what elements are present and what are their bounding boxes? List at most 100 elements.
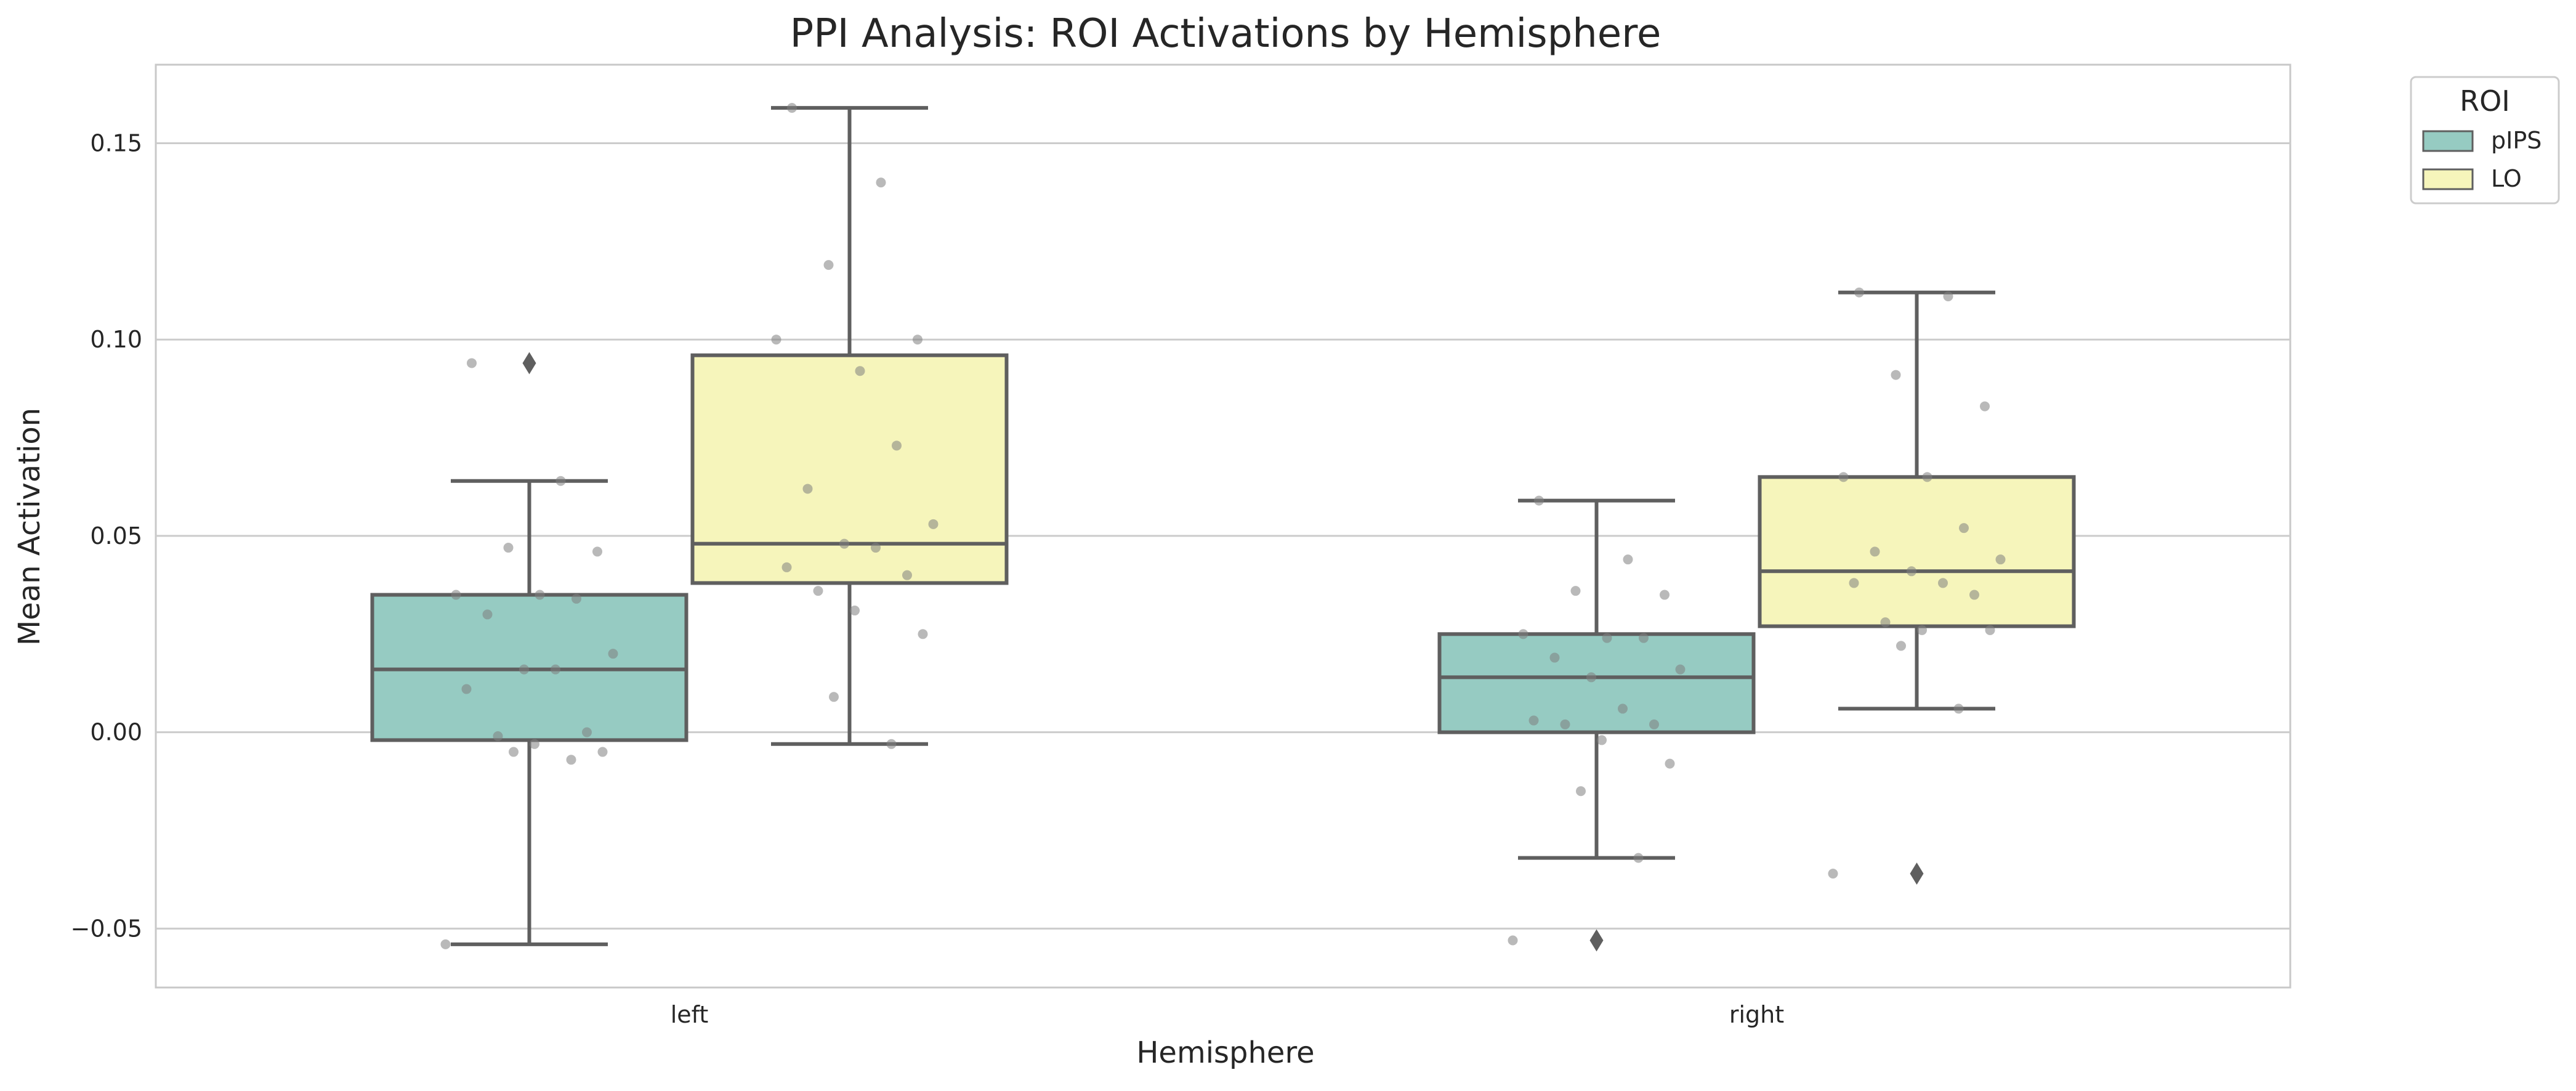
strip-point bbox=[902, 570, 912, 580]
legend-label-LO: LO bbox=[2491, 165, 2522, 192]
strip-point bbox=[886, 739, 897, 749]
strip-point bbox=[829, 692, 839, 702]
strip-point bbox=[1570, 586, 1581, 596]
strip-point bbox=[1633, 853, 1644, 863]
strip-point bbox=[1896, 641, 1906, 651]
strip-point bbox=[1880, 617, 1891, 628]
legend-items: pIPS LO bbox=[2422, 127, 2542, 192]
strip-point bbox=[1969, 590, 1979, 600]
y-tick-label: 0.00 bbox=[90, 719, 142, 746]
strip-point bbox=[1849, 578, 1859, 588]
strip-point bbox=[892, 440, 902, 451]
strip-point bbox=[509, 747, 519, 757]
iqr-box bbox=[690, 353, 1009, 585]
strip-point bbox=[1508, 935, 1518, 946]
outlier-marker bbox=[1910, 862, 1924, 885]
y-tick-label: 0.10 bbox=[90, 326, 142, 353]
chart-title: PPI Analysis: ROI Activations by Hemisph… bbox=[790, 11, 1661, 57]
strip-point bbox=[928, 519, 939, 529]
strip-point bbox=[1891, 370, 1901, 380]
strip-point bbox=[1985, 625, 1995, 635]
strip-point bbox=[1854, 287, 1864, 298]
strip-point bbox=[813, 586, 823, 596]
strip-point bbox=[787, 103, 797, 113]
outlier-marker bbox=[1589, 929, 1604, 952]
strip-point bbox=[482, 609, 493, 620]
x-axis-label: Hemisphere bbox=[1136, 1036, 1314, 1070]
strip-point bbox=[467, 358, 477, 368]
strip-point bbox=[1639, 633, 1649, 643]
strip-point bbox=[1660, 590, 1670, 600]
strip-point bbox=[535, 590, 545, 600]
strip-point bbox=[823, 260, 834, 270]
x-tick-label: right bbox=[1729, 1001, 1784, 1028]
strip-point bbox=[1518, 629, 1528, 639]
strip-point bbox=[582, 727, 592, 737]
strip-point bbox=[493, 731, 503, 742]
y-tick-label: −0.05 bbox=[71, 915, 142, 942]
strip-point bbox=[771, 335, 781, 345]
strip-point bbox=[530, 739, 539, 749]
strip-point bbox=[781, 562, 792, 572]
legend-swatch-pIPS bbox=[2422, 130, 2474, 152]
strip-point bbox=[1828, 869, 1838, 879]
strip-point bbox=[918, 629, 928, 639]
strip-point bbox=[608, 649, 618, 659]
strip-point bbox=[519, 664, 529, 675]
x-tick-label: left bbox=[671, 1001, 709, 1028]
strip-point bbox=[461, 684, 472, 694]
y-tick-labels: −0.05 0.00 0.05 0.10 0.15 bbox=[71, 129, 142, 942]
strip-point bbox=[1618, 704, 1628, 714]
strip-point bbox=[913, 335, 923, 345]
strip-point bbox=[1534, 495, 1544, 506]
strip-point bbox=[1995, 554, 2006, 565]
strip-point bbox=[1980, 401, 1990, 412]
outlier-marker bbox=[522, 352, 536, 375]
strip-point bbox=[1943, 291, 1953, 302]
strip-point bbox=[592, 546, 602, 557]
legend-title: ROI bbox=[2460, 84, 2510, 118]
iqr-box bbox=[370, 593, 688, 742]
strip-point bbox=[597, 747, 608, 757]
strip-point bbox=[855, 366, 865, 376]
strip-point bbox=[1838, 472, 1849, 482]
strip-point bbox=[566, 755, 576, 765]
legend-swatch-LO bbox=[2422, 168, 2474, 190]
strip-point bbox=[876, 177, 886, 188]
boxes bbox=[370, 106, 2076, 952]
strip-point bbox=[1623, 554, 1633, 565]
strip-point bbox=[1675, 664, 1686, 675]
strip-point bbox=[1959, 523, 1969, 533]
box-LO-left bbox=[690, 106, 1009, 746]
strip-point bbox=[1938, 578, 1948, 588]
strip-point bbox=[1549, 652, 1560, 663]
strip-point bbox=[1649, 719, 1659, 729]
strip-point bbox=[871, 543, 881, 553]
strip-point bbox=[1597, 735, 1607, 745]
strip-point bbox=[1602, 633, 1612, 643]
strip-point bbox=[802, 484, 813, 494]
y-tick-label: 0.05 bbox=[90, 522, 142, 550]
strip-point bbox=[440, 939, 451, 949]
strip-point bbox=[1870, 546, 1880, 557]
y-tick-label: 0.15 bbox=[90, 129, 142, 156]
strip-point bbox=[1922, 472, 1932, 482]
iqr-box bbox=[1437, 632, 1756, 734]
strip-point bbox=[1907, 566, 1916, 577]
strip-points bbox=[440, 103, 2006, 949]
box-LO-right bbox=[1758, 290, 2076, 885]
box-pIPS-right bbox=[1437, 498, 1756, 952]
strip-point bbox=[1665, 758, 1675, 769]
strip-point bbox=[571, 593, 581, 604]
strip-point bbox=[1586, 672, 1596, 683]
box-pIPS-left bbox=[370, 352, 688, 946]
strip-point bbox=[451, 590, 461, 600]
strip-point bbox=[1917, 625, 1927, 635]
iqr-box bbox=[1758, 475, 2076, 628]
strip-point bbox=[839, 538, 849, 549]
strip-point bbox=[503, 543, 514, 553]
strip-point bbox=[1528, 715, 1539, 726]
strip-point bbox=[555, 476, 566, 486]
plot-frame bbox=[155, 63, 2291, 989]
